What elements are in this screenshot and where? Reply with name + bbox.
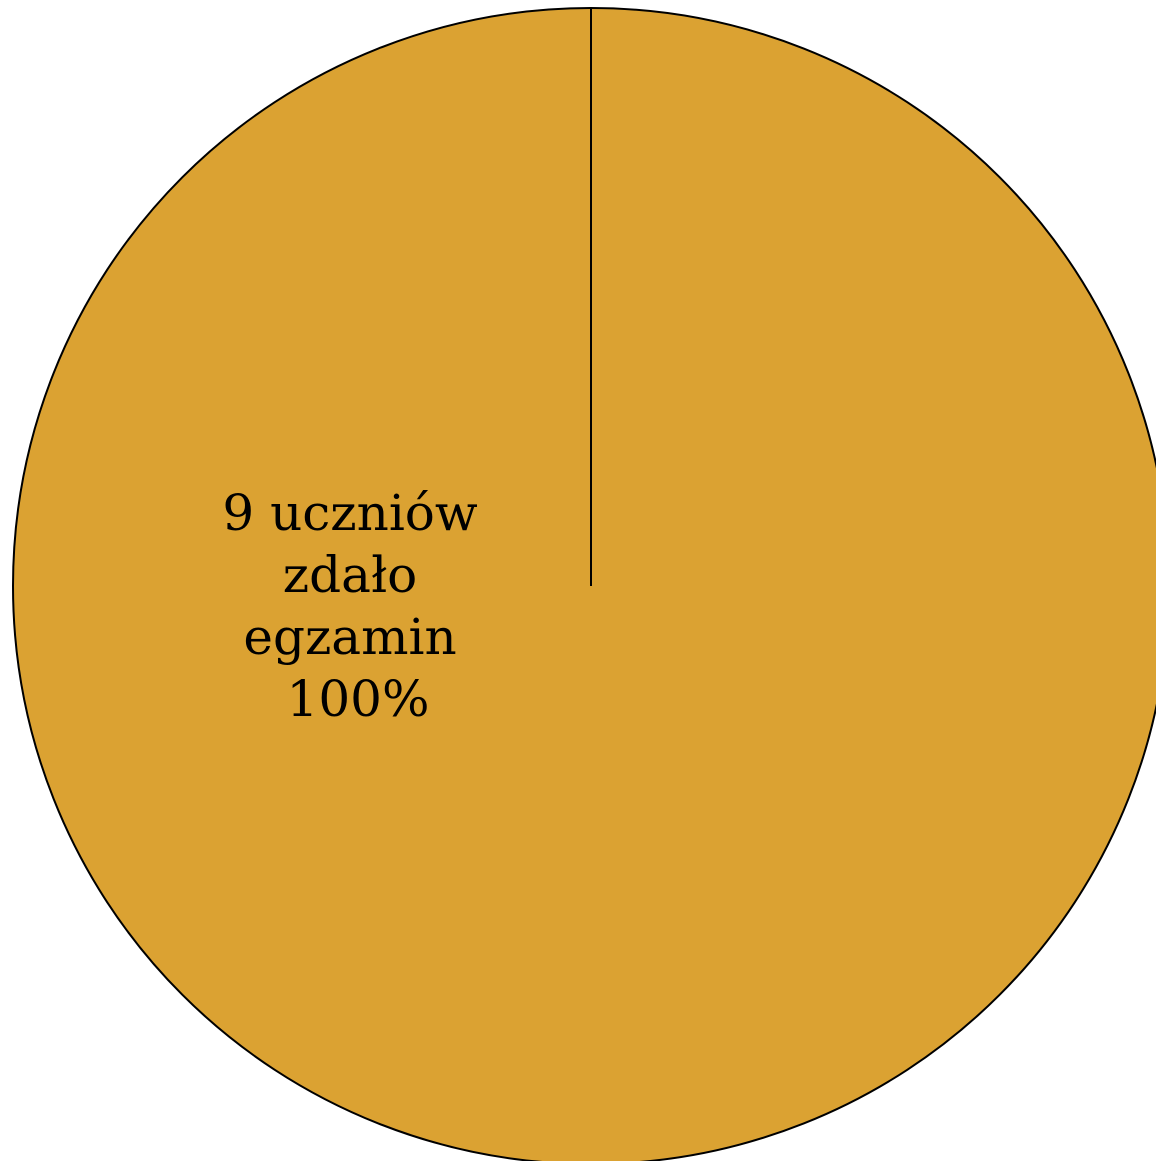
pie-slice-passed [12,7,1156,1161]
slice-label-line-3: egzamin [243,608,456,666]
slice-label: 9 uczniów zdało egzamin 100% [222,484,493,728]
slice-label-percent: 100% [287,670,430,728]
slice-label-line-1: 9 uczniów [222,484,478,542]
slice-label-line-2: zdało [283,546,417,604]
